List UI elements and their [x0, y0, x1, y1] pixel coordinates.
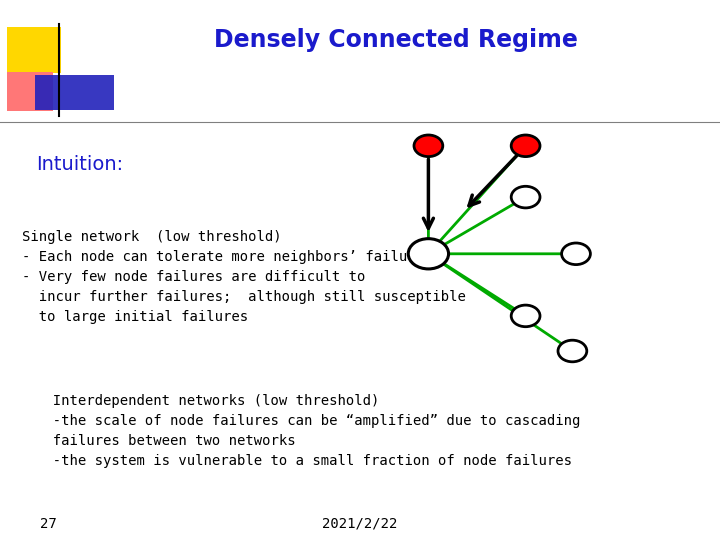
- Bar: [35, 75, 114, 110]
- Circle shape: [414, 135, 443, 157]
- Text: 27: 27: [40, 517, 56, 531]
- Text: Interdependent networks (low threshold)
  -the scale of node failures can be “am: Interdependent networks (low threshold) …: [36, 394, 580, 468]
- Text: Intuition:: Intuition:: [36, 155, 123, 174]
- Text: Densely Connected Regime: Densely Connected Regime: [214, 29, 578, 52]
- Circle shape: [511, 186, 540, 208]
- Circle shape: [408, 239, 449, 269]
- Circle shape: [511, 305, 540, 327]
- Bar: [7, 27, 61, 73]
- Circle shape: [511, 135, 540, 157]
- Circle shape: [558, 340, 587, 362]
- Text: 2021/2/22: 2021/2/22: [323, 517, 397, 531]
- Bar: [7, 72, 53, 111]
- Circle shape: [562, 243, 590, 265]
- Text: Single network  (low threshold)
- Each node can tolerate more neighbors’ failure: Single network (low threshold) - Each no…: [22, 230, 465, 323]
